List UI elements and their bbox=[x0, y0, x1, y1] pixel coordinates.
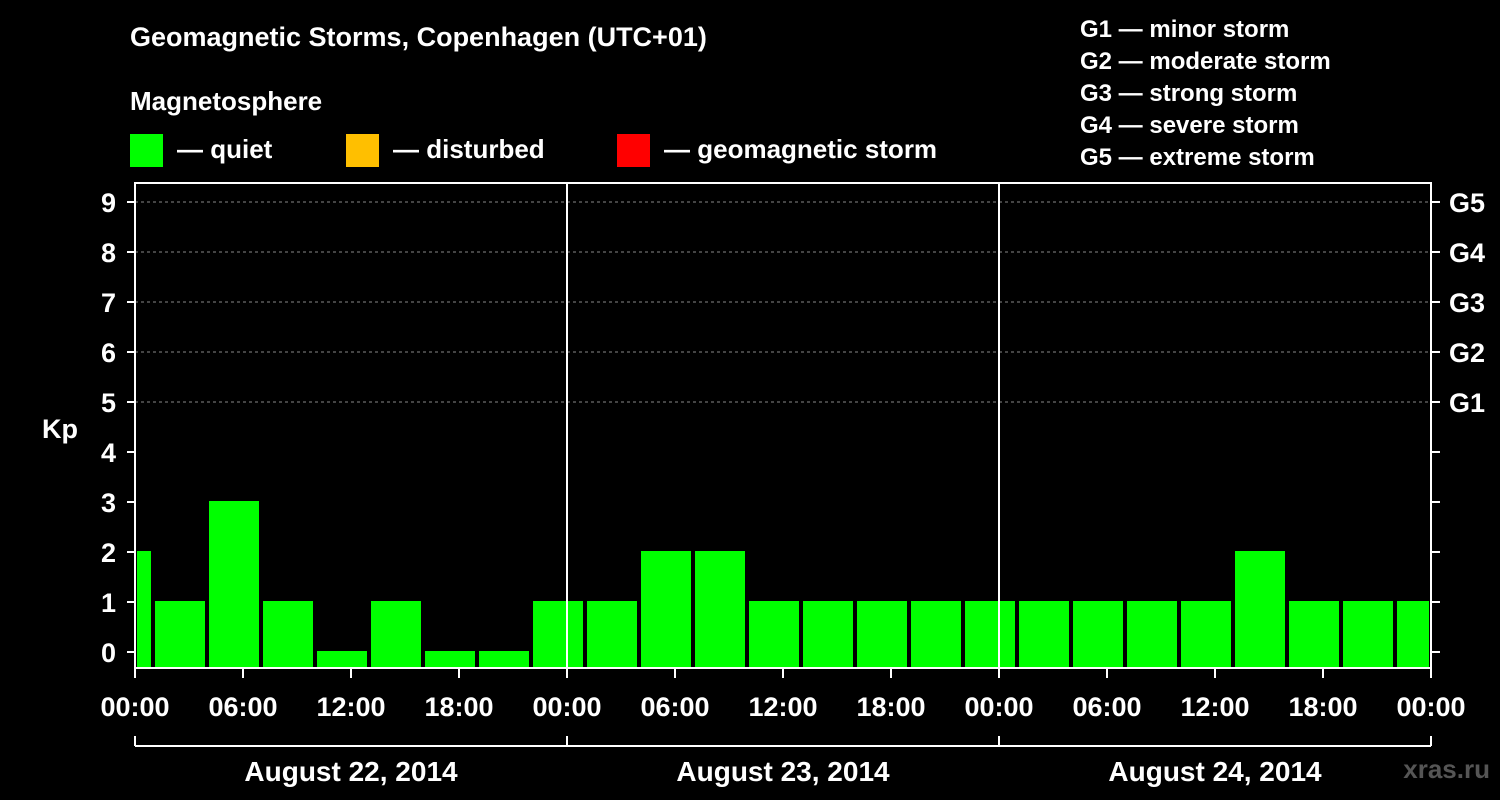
kp-bar-0 bbox=[137, 551, 151, 668]
legend-swatch-quiet bbox=[130, 134, 163, 167]
storm-scale-g5: G5 — extreme storm bbox=[1080, 144, 1315, 171]
right-tick-label-g2: G2 bbox=[1449, 338, 1485, 368]
storm-scale-legend: G1 — minor storm G2 — moderate storm G3 … bbox=[1080, 14, 1331, 174]
y-tick-label-1: 1 bbox=[101, 588, 116, 618]
right-tick-label-g5: G5 bbox=[1449, 188, 1485, 218]
right-tick-label-g1: G1 bbox=[1449, 388, 1485, 418]
kp-bar-7 bbox=[479, 651, 529, 668]
storm-scale-g3: G3 — strong storm bbox=[1080, 80, 1298, 107]
legend-label-storm: — geomagnetic storm bbox=[664, 134, 938, 164]
kp-bar-19 bbox=[1127, 601, 1177, 668]
kp-bar-3 bbox=[263, 601, 313, 668]
x-tick-label-10: 12:00 bbox=[1180, 692, 1249, 722]
x-tick-label-7: 18:00 bbox=[856, 692, 925, 722]
kp-bar-10 bbox=[641, 551, 691, 668]
kp-bar-14 bbox=[857, 601, 907, 668]
storm-scale-g4: G4 — severe storm bbox=[1080, 112, 1299, 139]
magnetosphere-label: Magnetosphere bbox=[130, 86, 323, 116]
x-tick-label-11: 18:00 bbox=[1288, 692, 1357, 722]
x-tick-label-6: 12:00 bbox=[748, 692, 817, 722]
kp-bar-21 bbox=[1235, 551, 1285, 668]
watermark: xras.ru bbox=[1403, 754, 1490, 784]
kp-bar-6 bbox=[425, 651, 475, 668]
legend-swatch-storm bbox=[617, 134, 650, 167]
kp-bar-9 bbox=[587, 601, 637, 668]
kp-bar-23 bbox=[1343, 601, 1393, 668]
kp-bar-11 bbox=[695, 551, 745, 668]
kp-bar-20 bbox=[1181, 601, 1231, 668]
chart-title: Geomagnetic Storms, Copenhagen (UTC+01) bbox=[130, 22, 707, 52]
kp-bar-18 bbox=[1073, 601, 1123, 668]
kp-bar-15 bbox=[911, 601, 961, 668]
kp-bar-13 bbox=[803, 601, 853, 668]
x-tick-label-8: 00:00 bbox=[964, 692, 1033, 722]
legend-item-storm: — geomagnetic storm bbox=[617, 134, 957, 168]
y-tick-label-4: 4 bbox=[101, 438, 116, 468]
kp-bar-8 bbox=[533, 601, 583, 668]
y-tick-label-8: 8 bbox=[101, 238, 116, 268]
y-tick-label-5: 5 bbox=[101, 388, 116, 418]
day-label-1: August 23, 2014 bbox=[676, 756, 890, 787]
y-axis-label: Kp bbox=[42, 414, 78, 444]
x-tick-label-4: 00:00 bbox=[532, 692, 601, 722]
legend-label-disturbed: — disturbed bbox=[393, 134, 545, 164]
legend-item-disturbed: — disturbed bbox=[346, 134, 586, 168]
y-tick-label-0: 0 bbox=[101, 638, 116, 668]
kp-bar-17 bbox=[1019, 601, 1069, 668]
day-label-0: August 22, 2014 bbox=[244, 756, 458, 787]
x-tick-label-12: 00:00 bbox=[1396, 692, 1465, 722]
kp-bar-4 bbox=[317, 651, 367, 668]
right-tick-label-g3: G3 bbox=[1449, 288, 1485, 318]
y-tick-label-3: 3 bbox=[101, 488, 116, 518]
kp-bar-22 bbox=[1289, 601, 1339, 668]
y-tick-label-9: 9 bbox=[101, 188, 116, 218]
x-tick-label-5: 06:00 bbox=[640, 692, 709, 722]
storm-scale-g2: G2 — moderate storm bbox=[1080, 48, 1331, 75]
kp-bar-24 bbox=[1397, 601, 1429, 668]
storm-scale-g1: G1 — minor storm bbox=[1080, 16, 1290, 43]
legend-swatch-disturbed bbox=[346, 134, 379, 167]
x-tick-label-9: 06:00 bbox=[1072, 692, 1141, 722]
day-label-2: August 24, 2014 bbox=[1108, 756, 1322, 787]
y-tick-label-6: 6 bbox=[101, 338, 116, 368]
kp-bar-12 bbox=[749, 601, 799, 668]
legend-label-quiet: — quiet bbox=[177, 134, 273, 164]
right-tick-label-g4: G4 bbox=[1449, 238, 1485, 268]
x-tick-label-3: 18:00 bbox=[424, 692, 493, 722]
x-tick-label-1: 06:00 bbox=[208, 692, 277, 722]
kp-bar-16 bbox=[965, 601, 1015, 668]
kp-bar-5 bbox=[371, 601, 421, 668]
legend-item-quiet: — quiet bbox=[130, 134, 330, 168]
kp-bar-2 bbox=[209, 501, 259, 668]
y-tick-label-2: 2 bbox=[101, 538, 116, 568]
y-tick-label-7: 7 bbox=[101, 288, 116, 318]
kp-bar-1 bbox=[155, 601, 205, 668]
x-tick-label-0: 00:00 bbox=[100, 692, 169, 722]
x-tick-label-2: 12:00 bbox=[316, 692, 385, 722]
